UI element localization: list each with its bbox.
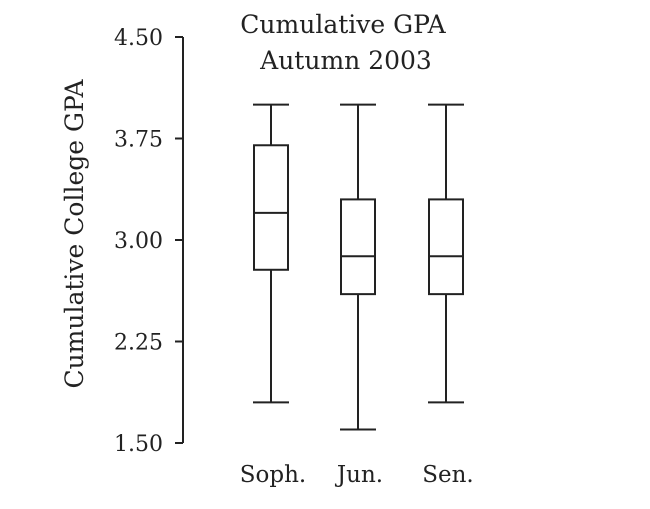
iqr-box — [253, 144, 289, 271]
y-tick-label: 4.50 — [114, 26, 163, 51]
y-tick-label: 3.75 — [114, 128, 163, 153]
y-tick-label: 2.25 — [114, 331, 163, 356]
iqr-box — [428, 198, 464, 296]
box-soph — [253, 103, 289, 404]
y-axis-label: Cumulative College GPA — [60, 79, 89, 389]
x-category-label: Jun. — [335, 462, 383, 488]
chart-title-line-1: Cumulative GPA — [240, 10, 446, 39]
box-jun — [340, 103, 376, 431]
box-sen — [428, 103, 464, 404]
y-axis: 1.50 2.25 3.00 3.75 4.50 — [114, 26, 184, 457]
y-tick-label: 1.50 — [114, 432, 163, 457]
iqr-box — [340, 198, 376, 296]
chart-title-line-2: Autumn 2003 — [259, 46, 432, 75]
x-axis-labels: Soph. Jun. Sen. — [240, 462, 474, 488]
box-group — [253, 103, 464, 431]
x-category-label: Sen. — [422, 462, 474, 488]
x-category-label: Soph. — [240, 462, 306, 488]
y-tick-label: 3.00 — [114, 229, 163, 254]
